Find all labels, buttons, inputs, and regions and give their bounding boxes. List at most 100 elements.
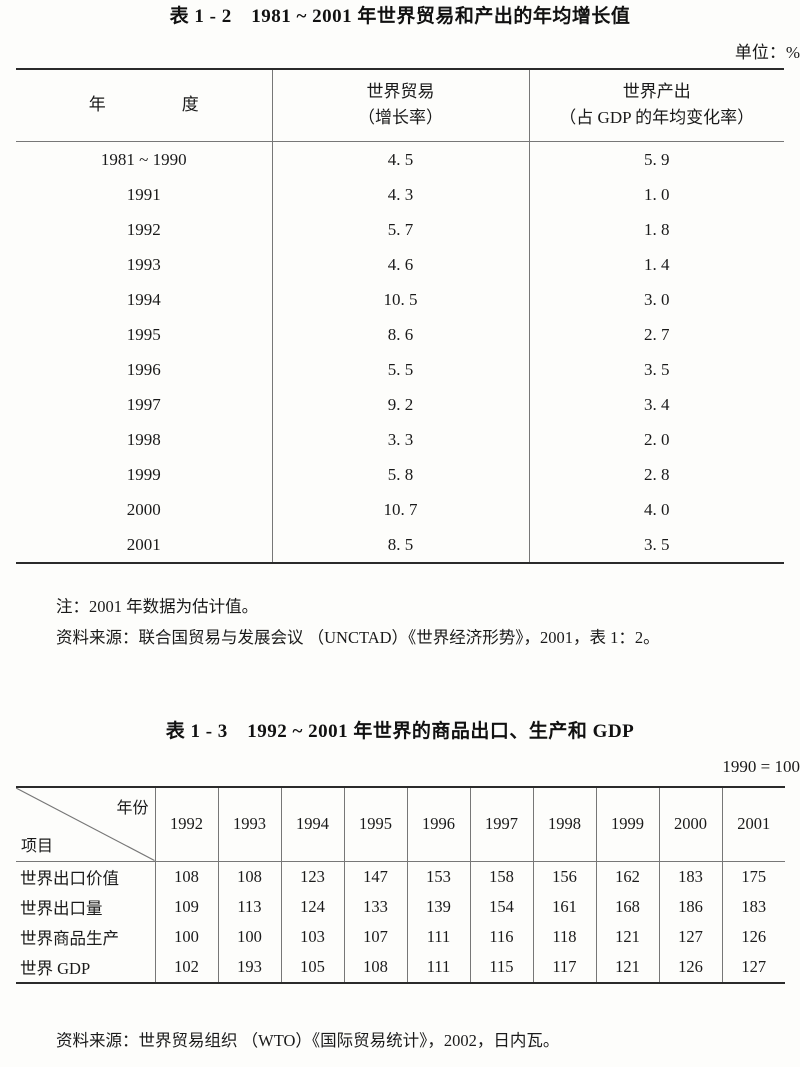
cell-value: 183 [721,891,785,922]
cell-world-output: 2. 7 [528,317,784,352]
cell-value: 158 [469,861,533,892]
cell-value: 153 [406,861,470,892]
cell-value: 127 [658,921,722,952]
cell-world-output: 3. 0 [528,282,784,317]
table-row: 1993 4. 6 1. 4 [16,247,784,282]
cell-value: 108 [154,861,218,892]
table-1-3-header: 年份 项目 1992 1993 1994 1995 1996 1997 1998 1999 20… [16,787,785,862]
row-header-label: 世界出口量 [20,898,103,918]
diagonal-divider-icon [16,788,155,861]
cell-value: 156 [532,861,596,892]
cell-value: 100 [217,921,281,952]
cell-value: 123 [280,861,344,892]
cell-value: 100 [154,921,218,952]
cell-world-output: 3. 4 [528,387,784,422]
cell-value: 126 [658,951,722,982]
cell-year: 1992 [126,219,161,239]
cell-world-trade: 3. 3 [271,422,529,457]
cell-year: 1991 [126,184,161,204]
cell-value: 183 [658,861,722,892]
cell-world-output: 1. 0 [528,177,784,212]
table-1-2-header: 年 度 世界贸易 （增长率） 世界产出 （占 GDP 的年均变化率） [16,69,784,142]
cell-value: 124 [280,891,344,922]
cell-year: 1998 [126,429,161,449]
col-header-world-trade: 世界贸易 （增长率） [271,69,529,142]
cell-value: 126 [721,921,785,952]
table-header-row: 年份 项目 1992 1993 1994 1995 1996 1997 1998 1999 20… [16,787,785,862]
cell-value: 193 [217,951,281,982]
table-row: 世界出口价值 108 108 123 147 153 158 156 162 183 175 [16,861,785,892]
cell-value: 115 [469,951,533,982]
col-header-world-output-line1: 世界产出 [622,82,691,101]
table-1-3: 年份 项目 1992 1993 1994 1995 1996 1997 1998 1999 20… [16,786,785,982]
cell-value: 133 [343,891,407,922]
cell-value: 103 [280,921,344,952]
col-header-world-trade-line2: （增长率） [358,107,443,127]
cell-value: 108 [343,951,407,982]
cell-value: 111 [406,921,470,952]
col-header-year-1999: 1999 [595,787,659,862]
cell-value: 116 [469,921,533,952]
cell-world-trade: 10. 7 [271,492,529,527]
cell-year: 2000 [126,499,161,519]
cell-year: 1996 [126,359,161,379]
col-header-year-1992: 1992 [154,787,218,862]
table-1-2-title: 表 1 - 2 1981 ~ 2001 年世界贸易和产出的年均增长值 [169,6,631,27]
cell-year: 1981 ~ 1990 [100,149,187,169]
corner-cell-item-year: 年份 项目 [16,787,155,862]
table-row: 1996 5. 5 3. 5 [16,352,784,387]
cell-year: 1995 [126,324,161,344]
table-1-2-unit-note: 单位：% [734,43,800,62]
col-header-year-label: 年 度 [88,94,213,114]
cell-world-output: 1. 4 [528,247,784,282]
table-row: 1981 ~ 1990 4. 5 5. 9 [16,141,784,177]
cell-year: 1994 [126,289,161,309]
cell-world-trade: 5. 7 [271,212,529,247]
cell-value: 105 [280,951,344,982]
col-header-world-trade-line1: 世界贸易 [366,82,435,101]
col-header-year-1996: 1996 [406,787,470,862]
table-1-3-container: 年份 项目 1992 1993 1994 1995 1996 1997 1998 1999 20… [16,786,785,984]
col-header-world-output: 世界产出 （占 GDP 的年均变化率） [528,69,784,142]
cell-value: 117 [532,951,596,982]
cell-world-output: 1. 8 [528,212,784,247]
cell-world-trade: 5. 5 [271,352,529,387]
cell-world-trade: 9. 2 [271,387,529,422]
cell-value: 121 [595,921,659,952]
cell-year: 1993 [126,254,161,274]
table-row: 世界出口量 109 113 124 133 139 154 161 168 186 183 [16,891,785,922]
cell-value: 111 [406,951,470,982]
table-1-2-source: 资料来源：联合国贸易与发展会议 （UNCTAD）《世界经济形势》，2001，表 … [56,627,660,647]
cell-year: 1997 [126,394,161,414]
row-header-label: 世界商品生产 [20,928,119,948]
col-header-year-1998: 1998 [532,787,596,862]
table-1-3-notes: 资料来源：世界贸易组织 （WTO）《国际贸易统计》，2002，日内瓦。 [56,1026,559,1057]
table-row: 世界商品生产 100 100 103 107 111 116 118 121 127 126 [16,921,785,952]
col-header-year-2001: 2001 [721,787,785,862]
table-1-2-container: 年 度 世界贸易 （增长率） 世界产出 （占 GDP 的年均变化率） 1981 … [16,68,784,564]
table-row: 1998 3. 3 2. 0 [16,422,784,457]
cell-world-output: 5. 9 [528,141,784,177]
cell-value: 113 [217,891,281,922]
table-header-row: 年 度 世界贸易 （增长率） 世界产出 （占 GDP 的年均变化率） [16,69,784,142]
cell-value: 127 [721,951,785,982]
cell-value: 118 [532,921,596,952]
table-row: 1992 5. 7 1. 8 [16,212,784,247]
cell-value: 121 [595,951,659,982]
cell-value: 102 [154,951,218,982]
table-1-2-notes: 注：2001 年数据为估计值。 资料来源：联合国贸易与发展会议 （UNCTAD）… [56,592,660,653]
table-1-3-bottom-rule [16,981,785,984]
cell-world-trade: 4. 5 [271,141,529,177]
table-1-3-source: 资料来源：世界贸易组织 （WTO）《国际贸易统计》，2002，日内瓦。 [56,1031,560,1050]
cell-world-trade: 5. 8 [271,457,529,492]
cell-world-trade: 8. 6 [271,317,529,352]
cell-value: 161 [532,891,596,922]
table-1-3-body: 世界出口价值 108 108 123 147 153 158 156 162 183 175 世界出口… [16,861,785,982]
col-header-year-2000: 2000 [658,787,722,862]
corner-year-label: 年份 [116,800,149,817]
cell-world-output: 2. 0 [528,422,784,457]
cell-value: 162 [595,861,659,892]
table-row: 1995 8. 6 2. 7 [16,317,784,352]
